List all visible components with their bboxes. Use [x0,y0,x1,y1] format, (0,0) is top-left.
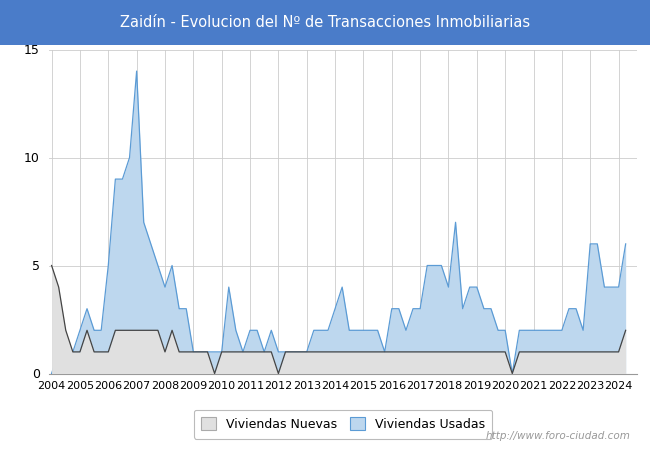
Text: http://www.foro-ciudad.com: http://www.foro-ciudad.com [486,431,630,441]
Text: Zaidín - Evolucion del Nº de Transacciones Inmobiliarias: Zaidín - Evolucion del Nº de Transaccion… [120,15,530,30]
Legend: Viviendas Nuevas, Viviendas Usadas: Viviendas Nuevas, Viviendas Usadas [194,410,492,439]
